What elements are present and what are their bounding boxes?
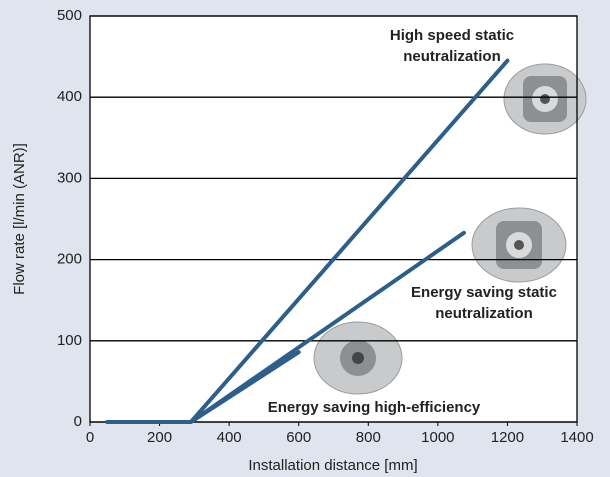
x-tick-label: 800 <box>356 429 381 446</box>
y-tick-label: 500 <box>57 7 82 24</box>
y-tick-label: 300 <box>57 169 82 186</box>
series-label: neutralization <box>435 305 533 322</box>
x-tick-label: 400 <box>217 429 242 446</box>
series-label: Energy saving static <box>411 284 557 301</box>
y-tick-label: 0 <box>74 413 82 430</box>
product-icon <box>471 207 567 283</box>
plot-border <box>89 15 578 423</box>
x-tick-label: 1000 <box>421 429 454 446</box>
y-tick-label: 100 <box>57 332 82 349</box>
x-tick-label: 200 <box>147 429 172 446</box>
series-line <box>105 350 301 424</box>
product-icon <box>313 321 403 395</box>
x-tick-label: 600 <box>286 429 311 446</box>
x-tick-label: 0 <box>86 429 94 446</box>
series-label: neutralization <box>403 48 501 65</box>
series-label: High speed static <box>390 27 514 44</box>
x-tick-label: 1200 <box>491 429 524 446</box>
y-tick-label: 200 <box>57 251 82 268</box>
x-tick-label: 1400 <box>560 429 593 446</box>
y-axis-label: Flow rate [l/min (ANR)] <box>11 143 28 295</box>
series-label: Energy saving high-efficiency <box>268 399 481 416</box>
product-icon <box>503 63 587 135</box>
x-axis-label: Installation distance [mm] <box>248 457 417 474</box>
y-tick-label: 400 <box>57 88 82 105</box>
